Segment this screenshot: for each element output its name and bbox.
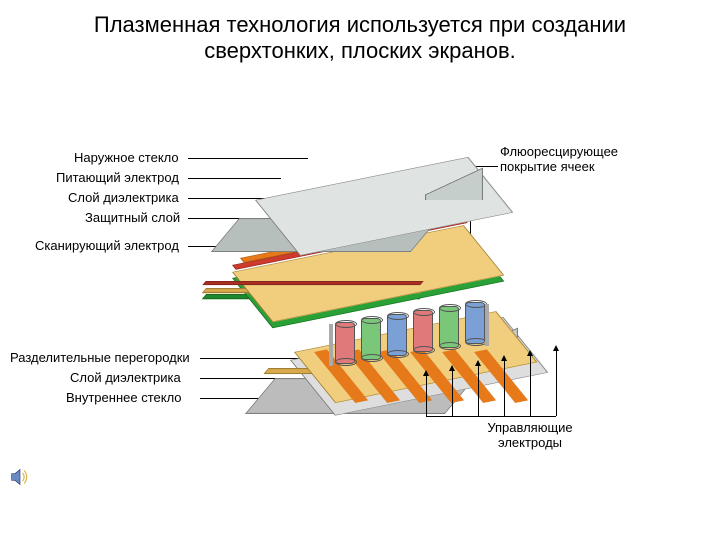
cell <box>335 322 355 364</box>
cell <box>465 302 485 344</box>
arrow-up <box>478 364 479 416</box>
label-protective: Защитный слой <box>85 210 180 225</box>
arrow-up <box>452 369 453 416</box>
cell <box>361 318 381 360</box>
label-outer-glass: Наружное стекло <box>74 150 179 165</box>
plasma-diagram: Наружное стекло Питающий электрод Слой д… <box>0 120 720 500</box>
label-barrier-ribs: Разделительные перегородки <box>10 350 190 365</box>
page-title: Плазменная технология используется при с… <box>0 0 720 64</box>
leader <box>426 416 556 417</box>
label-dielectric-lower: Слой диэлектрика <box>70 370 181 385</box>
arrow-up <box>530 354 531 416</box>
barrier-rib <box>485 304 489 346</box>
label-dielectric-upper: Слой диэлектрика <box>68 190 179 205</box>
layer-stack <box>290 170 590 430</box>
label-inner-glass: Внутреннее стекло <box>66 390 182 405</box>
speaker-icon <box>10 468 30 486</box>
cell <box>387 314 407 356</box>
leader <box>188 158 308 159</box>
barrier-rib <box>329 324 333 366</box>
label-power-electrode: Питающий электрод <box>56 170 179 185</box>
arrow-up <box>504 359 505 416</box>
leader <box>188 178 281 179</box>
label-scan-electrode: Сканирующий электрод <box>35 238 179 253</box>
cell <box>439 306 459 348</box>
arrow-up <box>426 374 427 416</box>
cell <box>413 310 433 352</box>
arrow-up <box>556 349 557 416</box>
